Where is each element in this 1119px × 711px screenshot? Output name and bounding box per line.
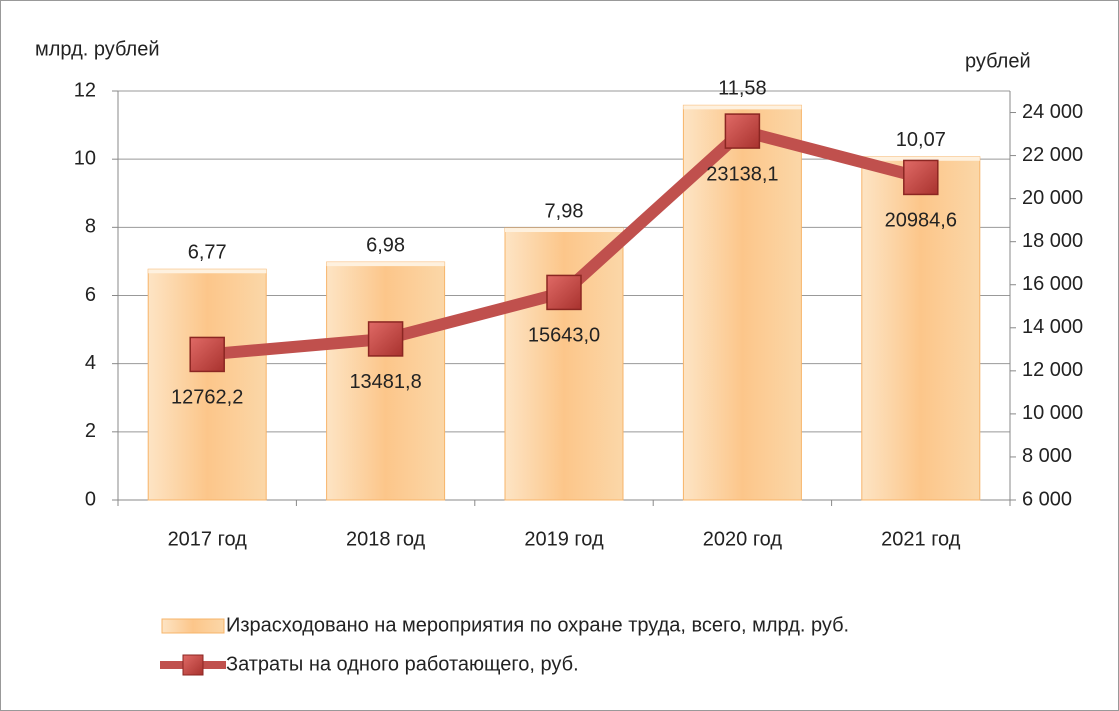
bar-top [148, 269, 267, 274]
line-value-label: 12762,2 [171, 387, 243, 409]
line-value-label: 13481,8 [349, 371, 421, 393]
y2-tick-label: 24 000 [1022, 101, 1083, 123]
y-tick-label: 6 [85, 284, 96, 306]
x-tick-label: 2017 год [168, 528, 248, 550]
bar-value-label: 11,58 [718, 78, 767, 100]
legend-label: Затраты на одного работающего, руб. [226, 653, 579, 675]
bar [326, 261, 446, 501]
y2-axis-label: рублей [965, 50, 1031, 72]
y2-tick-label: 10 000 [1022, 402, 1083, 424]
y-tick-label: 8 [85, 216, 96, 238]
line-marker [367, 321, 404, 357]
y2-tick-label: 18 000 [1022, 230, 1083, 252]
line-marker [546, 274, 582, 311]
x-tick-label: 2019 год [524, 528, 604, 550]
x-tick-label: 2020 год [703, 528, 783, 550]
y2-tick-label: 22 000 [1022, 144, 1083, 166]
bar-top [861, 156, 980, 161]
y2-tick-label: 14 000 [1022, 316, 1083, 338]
y-tick-label: 0 [85, 488, 96, 510]
bar-top [683, 105, 802, 110]
legend-marker [182, 654, 204, 676]
legend-swatch [161, 618, 225, 634]
y-tick-label: 4 [85, 352, 96, 374]
y-tick-label: 2 [85, 420, 96, 442]
line-marker [724, 113, 761, 149]
line-value-label: 15643,0 [528, 325, 600, 347]
y-axis-label: млрд. рублей [35, 38, 160, 60]
bar-value-label: 6,98 [366, 234, 405, 256]
y-tick-label: 12 [74, 79, 96, 101]
y-tick-label: 10 [74, 147, 96, 169]
x-tick-label: 2018 год [346, 528, 426, 550]
bar-value-label: 7,98 [545, 200, 584, 222]
y2-tick-label: 6 000 [1022, 488, 1072, 510]
bar [147, 268, 267, 501]
bar [861, 156, 981, 501]
line-marker [189, 336, 225, 373]
y2-tick-label: 20 000 [1022, 187, 1083, 209]
bar-top [505, 228, 623, 233]
line-marker [903, 159, 939, 196]
legend-label: Израсходовано на мероприятия по охране т… [226, 614, 849, 636]
bar-top [326, 262, 445, 267]
bar [504, 227, 624, 501]
line-value-label: 23138,1 [706, 163, 778, 185]
bar-value-label: 10,07 [896, 129, 946, 151]
line-value-label: 20984,6 [885, 210, 957, 232]
x-tick-label: 2021 год [881, 528, 961, 550]
y2-tick-label: 8 000 [1022, 445, 1072, 467]
bar-value-label: 6,77 [188, 242, 227, 264]
y2-tick-label: 12 000 [1022, 359, 1083, 381]
y2-tick-label: 16 000 [1022, 273, 1083, 295]
